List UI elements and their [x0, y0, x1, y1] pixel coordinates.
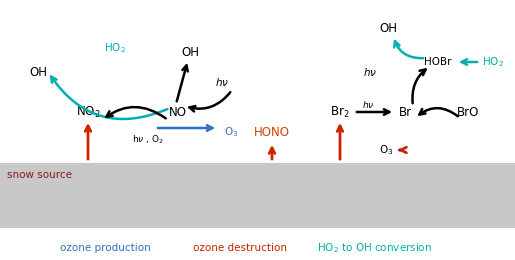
Text: h$\nu$: h$\nu$: [363, 66, 377, 78]
Text: ozone production: ozone production: [60, 243, 150, 253]
Text: BrO: BrO: [457, 106, 479, 119]
Text: NO$_2$: NO$_2$: [76, 105, 100, 120]
Text: h$\nu$: h$\nu$: [215, 76, 229, 88]
Text: ozone destruction: ozone destruction: [193, 243, 287, 253]
Text: snow source: snow source: [7, 170, 72, 180]
Text: HOBr: HOBr: [424, 57, 452, 67]
Text: HO$_2$: HO$_2$: [104, 41, 126, 55]
Text: HO$_2$ to OH conversion: HO$_2$ to OH conversion: [317, 241, 433, 255]
Text: h$\nu$: h$\nu$: [362, 100, 374, 110]
Bar: [0, 163, 515, 228]
Text: h$\nu$ , O$_2$: h$\nu$ , O$_2$: [132, 134, 164, 146]
Text: Br$_2$: Br$_2$: [330, 105, 350, 120]
Text: HONO: HONO: [254, 126, 290, 139]
Text: OH: OH: [181, 46, 199, 58]
Text: O$_3$: O$_3$: [224, 125, 238, 139]
Text: OH: OH: [379, 22, 397, 35]
Text: Br: Br: [399, 106, 411, 119]
Text: NO: NO: [169, 106, 187, 119]
Text: HO$_2$: HO$_2$: [482, 55, 504, 69]
Text: OH: OH: [29, 66, 47, 79]
Text: O$_3$: O$_3$: [379, 143, 393, 157]
